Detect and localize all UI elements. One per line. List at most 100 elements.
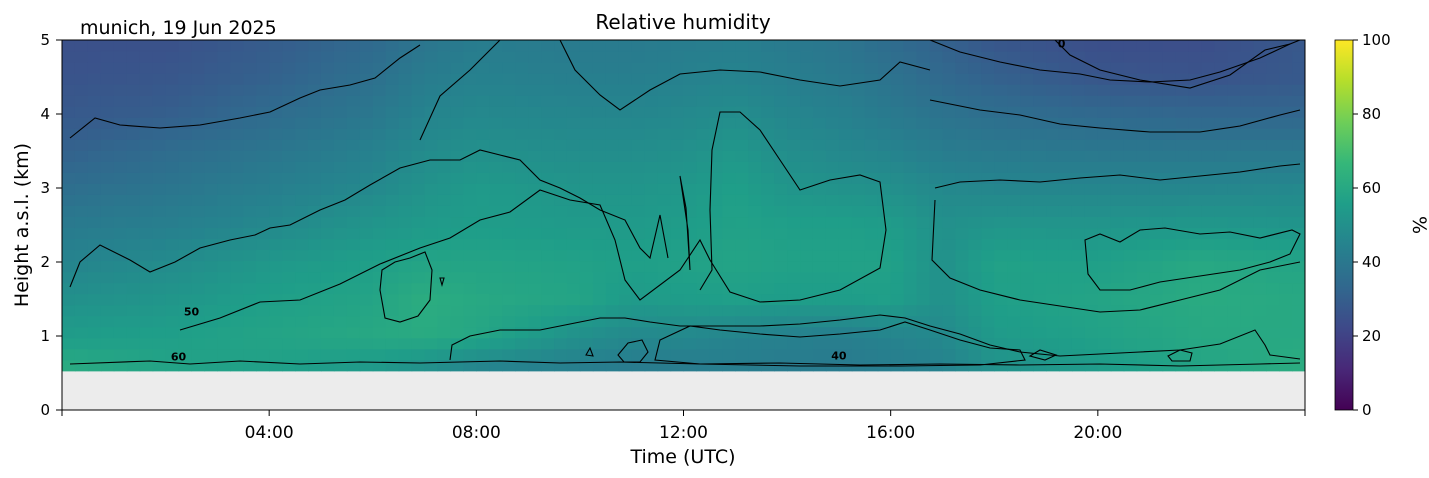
heatmap-cell	[1240, 249, 1254, 262]
heatmap-cell	[411, 150, 426, 162]
heatmap-cell	[787, 106, 801, 118]
heatmap-cell	[644, 183, 659, 195]
heatmap-cell	[463, 51, 477, 63]
heatmap-cell	[385, 128, 400, 140]
heatmap-cell	[800, 117, 814, 129]
heatmap-cell	[774, 117, 788, 129]
heatmap-cell	[424, 172, 439, 184]
heatmap-cell	[450, 150, 464, 162]
heatmap-cell	[838, 337, 853, 350]
heatmap-cell	[398, 84, 413, 96]
heatmap-cell	[1084, 161, 1099, 173]
heatmap-cell	[191, 271, 206, 284]
heatmap-cell	[955, 271, 969, 284]
heatmap-cell	[631, 194, 646, 206]
heatmap-cell	[761, 106, 775, 118]
heatmap-cell	[217, 161, 231, 173]
heatmap-cell	[618, 359, 633, 372]
heatmap-cell	[981, 40, 995, 52]
heatmap-cell	[333, 293, 348, 306]
heatmap-cell	[502, 161, 516, 173]
heatmap-cell	[346, 359, 361, 372]
heatmap-cell	[450, 238, 464, 251]
heatmap-cell	[320, 172, 335, 184]
heatmap-cell	[308, 304, 322, 317]
heatmap-cell	[385, 84, 400, 96]
heatmap-cell	[463, 150, 477, 162]
heatmap-cell	[1084, 249, 1099, 262]
humidity-heatmap	[62, 40, 1305, 372]
heatmap-cell	[1007, 337, 1021, 350]
heatmap-cell	[709, 183, 723, 195]
heatmap-cell	[1240, 62, 1254, 74]
heatmap-cell	[812, 62, 827, 74]
heatmap-cell	[256, 172, 270, 184]
heatmap-cell	[1084, 128, 1099, 140]
heatmap-cell	[295, 183, 309, 195]
heatmap-cell	[126, 95, 141, 107]
heatmap-cell	[1136, 161, 1151, 173]
heatmap-cell	[528, 161, 542, 173]
heatmap-cell	[100, 51, 115, 63]
heatmap-cell	[554, 359, 568, 372]
heatmap-cell	[243, 51, 257, 63]
heatmap-cell	[929, 106, 944, 118]
heatmap-cell	[437, 359, 452, 372]
heatmap-cell	[1058, 326, 1073, 339]
heatmap-cell	[838, 216, 853, 229]
heatmap-cell	[877, 348, 892, 361]
heatmap-cell	[825, 293, 840, 306]
heatmap-cell	[359, 249, 374, 262]
heatmap-cell	[877, 128, 892, 140]
heatmap-cell	[890, 249, 905, 262]
heatmap-cell	[1188, 172, 1203, 184]
heatmap-cell	[1227, 106, 1241, 118]
heatmap-cell	[411, 326, 426, 339]
heatmap-cell	[282, 282, 296, 295]
heatmap-cell	[308, 293, 322, 306]
heatmap-cell	[528, 337, 542, 350]
heatmap-cell	[1046, 51, 1060, 63]
heatmap-cell	[1007, 315, 1021, 328]
heatmap-cell	[800, 183, 814, 195]
heatmap-cell	[812, 260, 827, 273]
heatmap-cell	[100, 359, 115, 372]
heatmap-cell	[761, 128, 775, 140]
heatmap-cell	[1162, 139, 1177, 151]
heatmap-cell	[372, 183, 387, 195]
heatmap-cell	[528, 326, 542, 339]
heatmap-cell	[981, 293, 995, 306]
heatmap-cell	[1084, 205, 1099, 218]
heatmap-cell	[191, 216, 206, 229]
heatmap-cell	[230, 205, 244, 218]
heatmap-cell	[320, 315, 335, 328]
heatmap-cell	[903, 348, 918, 361]
heatmap-cell	[424, 62, 439, 74]
heatmap-cell	[579, 139, 594, 151]
heatmap-cell	[618, 315, 633, 328]
heatmap-cell	[1007, 293, 1021, 306]
heatmap-cell	[333, 51, 348, 63]
heatmap-cell	[191, 337, 206, 350]
heatmap-cell	[372, 161, 387, 173]
heatmap-cell	[178, 95, 193, 107]
heatmap-cell	[489, 359, 503, 372]
heatmap-cell	[295, 150, 309, 162]
heatmap-cell	[1292, 128, 1305, 140]
heatmap-cell	[476, 150, 490, 162]
heatmap-cell	[100, 337, 115, 350]
heatmap-cell	[631, 348, 646, 361]
heatmap-cell	[269, 73, 283, 85]
heatmap-cell	[178, 172, 193, 184]
heatmap-cell	[955, 348, 969, 361]
heatmap-cell	[644, 271, 659, 284]
heatmap-cell	[683, 172, 698, 184]
heatmap-cell	[1123, 282, 1138, 295]
heatmap-cell	[1188, 216, 1203, 229]
heatmap-cell	[385, 62, 400, 74]
heatmap-cell	[851, 40, 866, 52]
heatmap-cell	[385, 282, 400, 295]
heatmap-cell	[1058, 337, 1073, 350]
heatmap-cell	[191, 62, 206, 74]
heatmap-cell	[398, 227, 413, 240]
